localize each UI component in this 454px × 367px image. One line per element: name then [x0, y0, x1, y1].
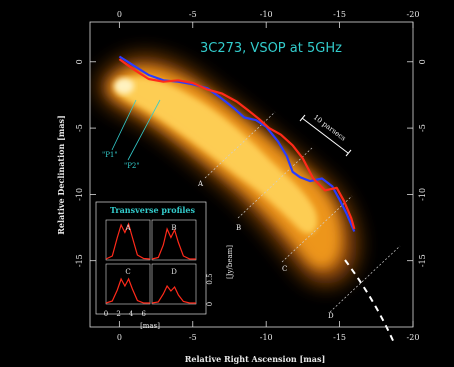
inset-profile-b: [151, 227, 196, 260]
profile-cut-d: D: [328, 312, 334, 320]
inset-panel-label-d: D: [171, 268, 177, 276]
inset-profile-c: [105, 277, 150, 304]
y-tick-label-right: -10: [418, 188, 427, 201]
p2-label: "P2": [124, 162, 140, 170]
x-axis-ticks: 0 0 -5 -5 -10 -10 -15 -15 -20 -20: [117, 10, 420, 342]
y-tick-label-left: -5: [75, 124, 84, 132]
chart-title: 3C273, VSOP at 5GHz: [200, 41, 342, 56]
y-tick-label-right: -5: [418, 124, 427, 132]
y-tick-label-right: 0: [418, 59, 427, 64]
inset-x-tick-label: 2: [116, 310, 120, 318]
x-tick-label-bottom: -5: [189, 333, 197, 342]
x-tick-label-top: -20: [407, 10, 420, 19]
jet-core-hotspot: [114, 78, 134, 94]
inset-background: [95, 201, 207, 315]
x-tick-label-top: -15: [333, 10, 346, 19]
inset-panel-label-c: C: [125, 268, 130, 276]
x-tick-label-top: -5: [189, 10, 197, 19]
profile-cut-b: B: [236, 224, 241, 232]
inset-panel-label-a: A: [124, 224, 131, 232]
inset-panel-frame-c: [105, 263, 151, 305]
inset-title: Transverse profiles: [110, 205, 196, 215]
p2-leader-line: [127, 99, 161, 161]
inset-y-tick-label: 0.5: [206, 273, 214, 284]
series-line-p2: [118, 58, 356, 230]
inset-panel-label-b: B: [171, 224, 176, 232]
y-tick-label-left: 0: [75, 59, 84, 64]
y-tick-label-left: -15: [75, 254, 84, 267]
inset-panel-frame-a: [105, 219, 151, 261]
inset-y-tick-label: 0: [206, 302, 214, 306]
x-tick-label-top: 0: [117, 10, 122, 19]
p1-leader-line: [111, 99, 137, 151]
inset-x-tick-label: 6: [141, 310, 146, 318]
x-tick-label-bottom: -20: [407, 333, 420, 342]
y-tick-label-right: -15: [418, 254, 427, 267]
inset-profile-d: [151, 284, 196, 304]
y-axis-ticks: 0 0 -5 -5 -10 -10 -15 -15: [75, 59, 427, 267]
inset-panel-frame-b: [151, 219, 197, 261]
x-tick-label-bottom: 0: [117, 333, 122, 342]
jet-emission-map: [99, 56, 357, 285]
inset-x-tick-label: 0: [104, 310, 108, 318]
inset-panel-frame-d: [151, 263, 197, 305]
p1-label: "P1": [102, 151, 118, 159]
plot-frame: [89, 21, 414, 328]
inset-panels: A B C D: [105, 219, 197, 305]
profile-cut-lines: [204, 111, 401, 313]
x-tick-label-top: -10: [260, 10, 273, 19]
y-axis-title: Relative Declination [mas]: [56, 115, 66, 235]
inset-y-ticks: 00.5: [206, 273, 214, 306]
profile-cut-a: A: [197, 180, 204, 188]
inset-y-axis-title: [Jy/beam]: [226, 245, 234, 279]
x-tick-label-bottom: -10: [260, 333, 273, 342]
x-tick-label-bottom: -15: [333, 333, 346, 342]
jet-emission-core: [116, 76, 318, 234]
y-tick-label-left: -10: [75, 188, 84, 201]
inset-x-axis-title: [mas]: [140, 322, 160, 330]
profile-cut-c: C: [282, 265, 287, 273]
inset-x-tick-label: 4: [129, 310, 134, 318]
series-layer: [118, 55, 356, 232]
x-axis-title: Relative Right Ascension [mas]: [185, 354, 326, 364]
inset-profile-a: [105, 222, 151, 260]
jet-extrapolation-dashes: [344, 259, 396, 346]
